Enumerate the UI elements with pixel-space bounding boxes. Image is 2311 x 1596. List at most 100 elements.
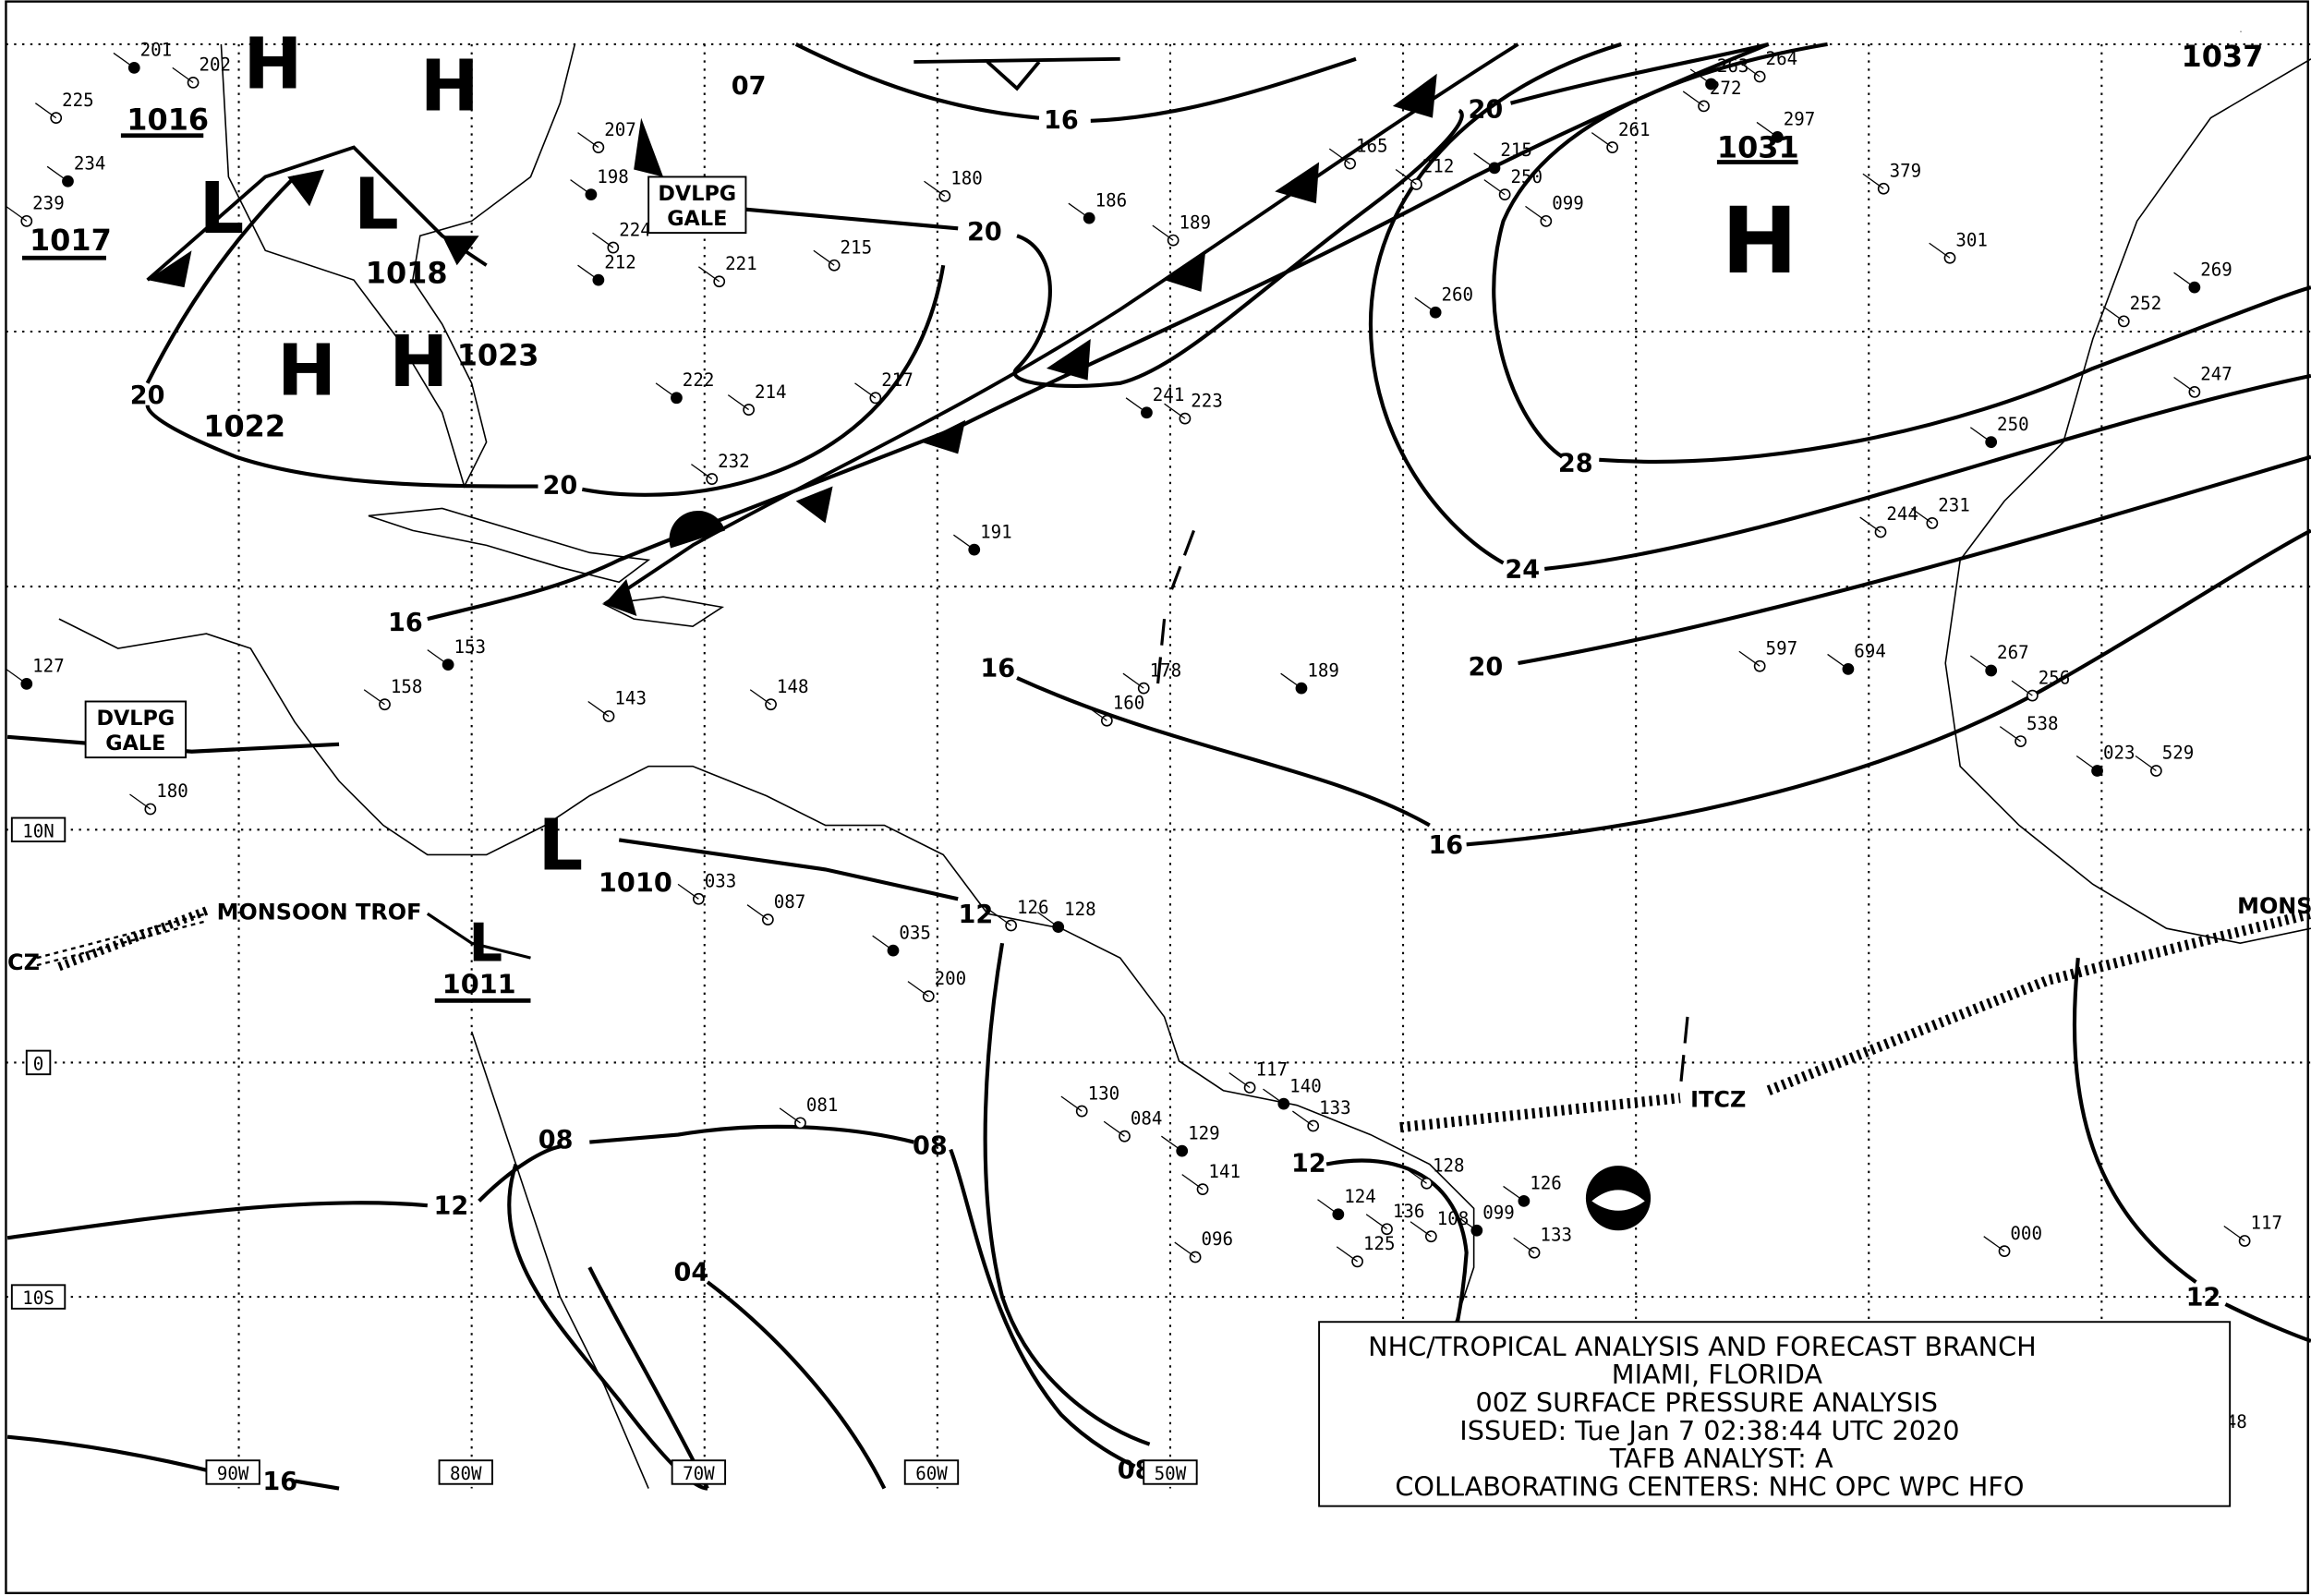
high-pressure-value: 1022 (203, 408, 285, 443)
coastline-hispaniola (601, 596, 725, 627)
station-pressure: 126 (1530, 1173, 1562, 1194)
front-barb (442, 236, 479, 266)
isobar-label: 20 (967, 218, 1002, 247)
wind-barb (570, 179, 592, 196)
wind-barb (749, 689, 771, 706)
noaa-logo (1585, 1166, 1652, 1231)
station-pressure: 215 (1500, 139, 1532, 161)
lon-label: 60W (915, 1463, 948, 1484)
wind-barb (113, 52, 135, 68)
title-line: MIAMI, FLORIDA (1612, 1359, 1823, 1390)
station-pressure: 191 (980, 521, 1012, 542)
wind-barb (1473, 152, 1495, 169)
wind-barb (577, 264, 599, 281)
isobar-label: 16 (262, 1468, 297, 1496)
wind-barb (1405, 1167, 1427, 1184)
station-pressure: 136 (1393, 1201, 1425, 1222)
station-pressure: 126 (1017, 897, 1049, 918)
wind-barb (1395, 168, 1417, 185)
wind-barb (1827, 653, 1849, 670)
wind-barb (172, 66, 194, 83)
wind-barb (1164, 403, 1186, 419)
isobar-label: 08 (913, 1131, 948, 1160)
station-marker (2015, 735, 2027, 747)
lat-label-box (25, 1049, 52, 1076)
fronts (146, 42, 1519, 616)
collaborating-centers: COLLABORATING CENTERS: NHC OPC WPC HFO (1395, 1471, 2024, 1503)
wind-barb (2173, 272, 2196, 288)
monsoon-trough-label: MONSOON TROF (217, 900, 422, 925)
wind-barb (1456, 1215, 1478, 1231)
isobar (1016, 528, 2311, 847)
wind-barb (427, 649, 449, 666)
isobar-label: 16 (388, 609, 423, 637)
front-barb (1046, 338, 1091, 381)
high-symbol: H (243, 24, 302, 106)
lon-label-box (205, 1459, 260, 1485)
wind-barb (1969, 427, 1992, 443)
station-pressure: 186 (1095, 189, 1128, 211)
low-symbol: L (538, 804, 583, 887)
station-pressure: 231 (1938, 495, 1970, 516)
itcz-label: ITCZ (1690, 1086, 1746, 1112)
wind-barb (129, 793, 151, 810)
station-pressure: 198 (597, 166, 629, 187)
station-pressure: 250 (1511, 166, 1543, 187)
station-pressure: 252 (2130, 293, 2162, 314)
station-pressure: 256 (2039, 667, 2071, 688)
wind-barb (1263, 1088, 1285, 1105)
station-pressure: 269 (2200, 259, 2232, 280)
lon-label: 70W (683, 1463, 715, 1484)
wind-barb (655, 382, 677, 399)
lon-label: 80W (450, 1463, 482, 1484)
wind-barb (1292, 1110, 1314, 1127)
front-barb (1275, 162, 1320, 204)
isobar-label: 12 (2186, 1284, 2221, 1312)
station-pressure: 140 (1289, 1075, 1322, 1096)
wind-barb (1689, 68, 1712, 85)
station-pressure: 125 (1363, 1233, 1396, 1254)
title-block-box (1318, 1321, 2232, 1507)
gale-warning-text: DVLPG (96, 707, 175, 731)
wind-barb (1336, 1246, 1358, 1263)
station-pressure: 207 (604, 119, 636, 140)
pressure-centers: H 1031 1037 H H 1022 H 1023 L 1018 L 101… (22, 24, 2263, 1003)
wind-barb (1969, 655, 1992, 671)
isobar (145, 175, 946, 497)
annotations: DVLPG GALE DVLPG GALE MONSOON TROF ITCZ … (7, 175, 2311, 1112)
warm-front-bump (669, 510, 726, 549)
gale-warning-box (84, 700, 188, 759)
isobar (507, 1163, 887, 1491)
isobar-label: 12 (433, 1192, 468, 1221)
isobar (6, 42, 1770, 754)
wind-barb (779, 1107, 801, 1124)
station-pressure: 201 (140, 40, 173, 61)
station-pressure: 529 (2162, 743, 2195, 764)
wind-barb (1503, 1185, 1525, 1202)
low-pressure-value: 1016 (127, 102, 209, 137)
front-barb (795, 486, 833, 524)
station-marker (968, 543, 981, 556)
station-pressure: 241 (1153, 384, 1185, 405)
wind-barb (1738, 650, 1760, 667)
high-symbol: H (277, 331, 336, 413)
wind-barb (1068, 202, 1090, 219)
wind-barb (1152, 224, 1174, 241)
gale-warning-text: GALE (105, 732, 165, 756)
station-pressure: 178 (1150, 659, 1182, 681)
station-pressure: 234 (74, 152, 106, 174)
wind-barb (1738, 61, 1760, 78)
station-pressure: 087 (774, 891, 806, 913)
wind-barb (872, 935, 894, 951)
station-pressure: 084 (1131, 1107, 1163, 1129)
low-pressure-value: 1010 (599, 866, 672, 898)
isobar (1518, 454, 2311, 666)
station-pressure: 247 (2200, 364, 2232, 385)
wind-barb (1682, 91, 1704, 107)
station-pressure: 160 (1113, 692, 1145, 713)
station-pressure: 033 (705, 871, 737, 892)
isobar (2072, 957, 2311, 1343)
wind-barb (6, 205, 28, 222)
station-pressure: 141 (1208, 1161, 1240, 1182)
low-symbol: L (468, 912, 502, 973)
